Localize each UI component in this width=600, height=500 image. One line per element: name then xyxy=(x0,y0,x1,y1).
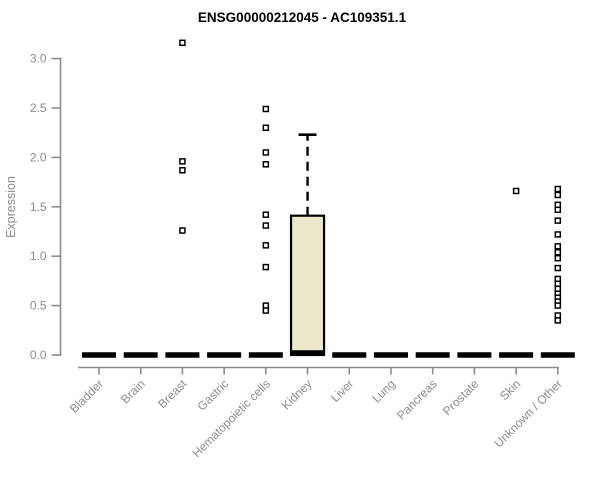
outlier-point xyxy=(554,243,562,250)
outlier-point xyxy=(262,124,270,132)
outlier-point xyxy=(262,211,270,218)
x-category-label: Liver xyxy=(328,377,356,405)
y-tick-label: 0.5 xyxy=(30,299,47,313)
outlier-point xyxy=(179,39,186,47)
outlier-point xyxy=(262,149,270,156)
outlier-point xyxy=(179,158,186,165)
outlier-point xyxy=(262,222,270,229)
box-rect xyxy=(289,214,326,357)
outlier-point xyxy=(512,187,520,195)
x-category-label: Prostate xyxy=(440,377,482,419)
outlier-point xyxy=(179,227,186,234)
x-category-label: Gastric xyxy=(194,377,231,414)
plot-area: 0.0 0.5 1.0 1.5 2.0 2.5 3.0 Bladder Brain Breast G… xyxy=(30,39,575,460)
outlier-point xyxy=(262,242,270,249)
outlier-point xyxy=(179,166,186,174)
y-axis-label: Expression xyxy=(4,176,18,238)
outlier-point xyxy=(554,302,562,309)
outlier-point xyxy=(554,317,562,324)
outlier-point xyxy=(262,307,270,314)
y-tick-label: 2.5 xyxy=(30,101,47,115)
y-tick-label: 1.5 xyxy=(30,200,47,214)
outlier-point xyxy=(554,217,562,224)
outlier-point xyxy=(262,105,270,113)
outlier-point xyxy=(554,206,562,214)
outlier-point xyxy=(262,263,270,271)
x-category-label: Kidney xyxy=(279,377,315,413)
outlier-point xyxy=(554,191,562,199)
outlier-point xyxy=(554,254,562,262)
y-tick-label: 1.0 xyxy=(30,249,47,263)
outlier-point xyxy=(554,264,562,272)
x-category-label: Pancreas xyxy=(394,377,440,423)
x-category-label: Lung xyxy=(369,377,398,406)
outlier-point xyxy=(554,248,562,256)
x-category-label: Hematopoietic cells xyxy=(189,377,272,460)
x-category-label: Brain xyxy=(118,377,148,407)
x-category-label: Skin xyxy=(497,377,523,403)
x-category-label: Bladder xyxy=(67,377,106,416)
chart-title: ENSG00000212045 - AC109351.1 xyxy=(198,10,407,25)
y-tick-label: 0.0 xyxy=(30,348,47,362)
y-tick-label: 2.0 xyxy=(30,150,47,164)
outlier-point xyxy=(554,185,562,193)
outlier-point xyxy=(262,161,270,168)
x-category-label: Breast xyxy=(155,376,190,411)
y-tick-label: 3.0 xyxy=(30,52,47,66)
outlier-point xyxy=(554,231,562,238)
